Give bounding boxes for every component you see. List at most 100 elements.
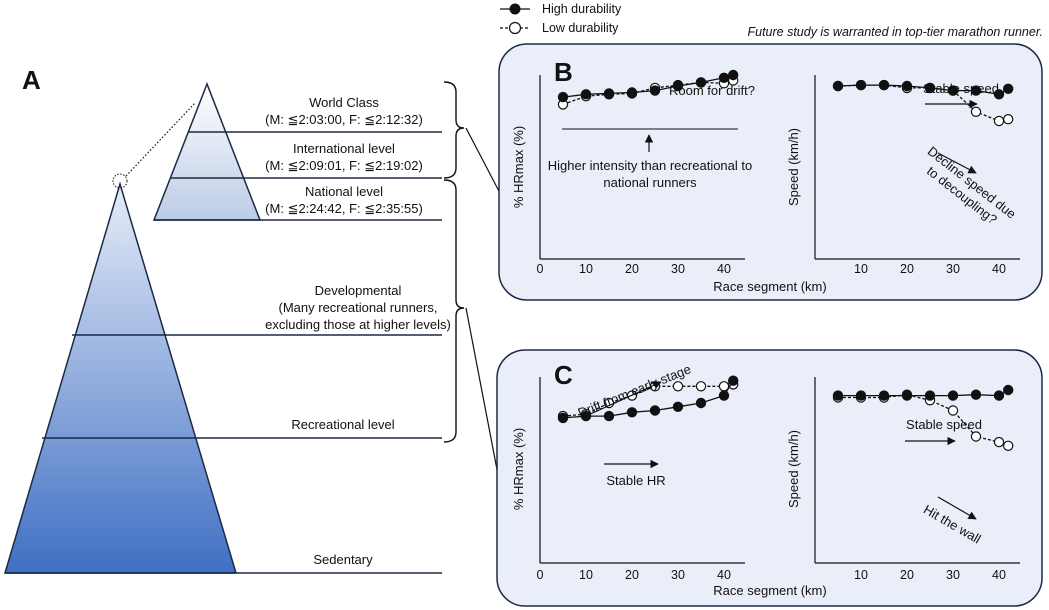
world-class-title: World Class: [309, 95, 379, 110]
x-tick-label: 20: [625, 568, 639, 582]
low-durability-point: [970, 106, 982, 118]
c-hr-ylabel: % HRmax (%): [511, 428, 526, 510]
low-durability-point: [970, 431, 982, 442]
x-tick-label: 10: [854, 568, 868, 582]
c-wall-arrow: [937, 496, 977, 520]
panel-b-frame: [498, 43, 1043, 301]
high-durability-point: [901, 80, 913, 92]
low-durability-point: [993, 115, 1005, 127]
high-durability-point: [718, 72, 730, 84]
high-durability-point: [993, 390, 1005, 401]
b-higher-intensity-line2: national runners: [603, 175, 697, 190]
legend-low-marker: [508, 21, 522, 35]
low-durability-point: [993, 436, 1005, 448]
x-tick-label: 40: [717, 262, 731, 276]
legend-high-marker: [509, 3, 521, 15]
high-durability-point: [855, 390, 867, 401]
high-durability-point: [695, 77, 707, 88]
high-durability-point: [672, 401, 684, 412]
x-tick-label: 20: [900, 262, 914, 276]
high-durability-point: [947, 85, 959, 96]
c-speed-ylabel: Speed (km/h): [786, 430, 801, 508]
x-tick-label: 20: [625, 262, 639, 276]
b-speed-ylabel: Speed (km/h): [786, 128, 801, 206]
high-durability-point: [878, 79, 890, 91]
high-durability-point: [878, 390, 890, 401]
developmental-line2: excluding those at higher levels): [265, 317, 451, 332]
high-durability-point: [728, 69, 739, 81]
connector-to-b: [465, 127, 502, 196]
world-class-detail: (M: ≦2:03:00, F: ≦2:12:32): [265, 112, 423, 127]
high-durability-point: [626, 407, 638, 418]
high-durability-point: [924, 82, 936, 94]
x-tick-label: 40: [717, 568, 731, 582]
developmental-title: Developmental: [315, 283, 402, 298]
b-room-for-drift: Room for drift?: [669, 83, 755, 98]
b-higher-intensity-line1: Higher intensity than recreational to: [548, 158, 753, 173]
high-durability-point: [557, 412, 569, 424]
high-durability-point: [649, 405, 661, 416]
high-durability-point: [603, 88, 615, 99]
high-durability-point: [649, 85, 661, 96]
top-tier-brace: [443, 81, 465, 179]
national-detail: (M: ≦2:24:42, F: ≦2:35:55): [265, 201, 423, 216]
zoom-circle: [112, 173, 128, 189]
low-durability-point: [695, 381, 707, 392]
panel-b-letter: B: [554, 57, 573, 87]
legend: High durability Low durability: [500, 2, 622, 35]
high-durability-point: [580, 89, 592, 100]
x-tick-label: 30: [671, 262, 685, 276]
main-pyramid: [3, 181, 238, 574]
x-tick-label: 40: [992, 262, 1006, 276]
legend-low-label: Low durability: [542, 21, 619, 35]
low-durability-point: [1003, 113, 1014, 125]
high-durability-point: [1003, 83, 1014, 95]
x-tick-label: 10: [579, 568, 593, 582]
high-durability-point: [832, 80, 844, 92]
panel-c-letter: C: [554, 360, 573, 390]
x-tick-label: 30: [671, 568, 685, 582]
international-title: International level: [293, 141, 395, 156]
low-durability-point: [672, 381, 684, 392]
x-tick-label: 10: [854, 262, 868, 276]
x-tick-label: 10: [579, 262, 593, 276]
low-durability-point: [947, 405, 959, 416]
recreational-label: Recreational level: [291, 417, 394, 432]
high-durability-point: [832, 390, 844, 401]
recreational-brace: [443, 179, 465, 443]
c-stable-speed-label: Stable speed: [906, 417, 982, 432]
b-decline-arrow: [937, 152, 977, 174]
high-durability-point: [924, 390, 936, 401]
high-durability-point: [695, 397, 707, 409]
x-tick-label: 0: [537, 568, 544, 582]
panel-a-letter: A: [22, 65, 41, 95]
c-xlabel: Race segment (km): [713, 583, 826, 598]
sedentary-label: Sedentary: [313, 552, 373, 567]
top-tier-pyramid: [152, 81, 262, 221]
c-drift-arrow: [585, 381, 662, 417]
x-tick-label: 30: [946, 568, 960, 582]
b-xlabel: Race segment (km): [713, 279, 826, 294]
x-tick-label: 30: [946, 262, 960, 276]
x-tick-label: 20: [900, 568, 914, 582]
high-durability-point: [728, 375, 739, 386]
future-study-note: Future study is warranted in top-tier ma…: [747, 25, 1043, 39]
zoom-connector: [125, 102, 196, 177]
high-durability-point: [901, 390, 913, 401]
high-durability-point: [672, 80, 684, 92]
panel-b-hr-plot: 0 10 20 30 40 % HRmax (%) Room for drift? Hi…: [511, 69, 755, 276]
developmental-line1: (Many recreational runners,: [279, 300, 438, 315]
high-durability-point: [855, 79, 867, 91]
c-stable-hr-label: Stable HR: [606, 473, 665, 488]
low-durability-point: [1003, 440, 1014, 451]
high-durability-point: [1003, 384, 1014, 396]
international-detail: (M: ≦2:09:01, F: ≦2:19:02): [265, 158, 423, 173]
high-durability-point: [580, 410, 592, 422]
high-durability-point: [626, 87, 638, 98]
high-durability-point: [718, 390, 730, 401]
high-durability-point: [603, 410, 615, 422]
legend-high-label: High durability: [542, 2, 622, 16]
b-hr-ylabel: % HRmax (%): [511, 126, 526, 208]
x-tick-label: 40: [992, 568, 1006, 582]
